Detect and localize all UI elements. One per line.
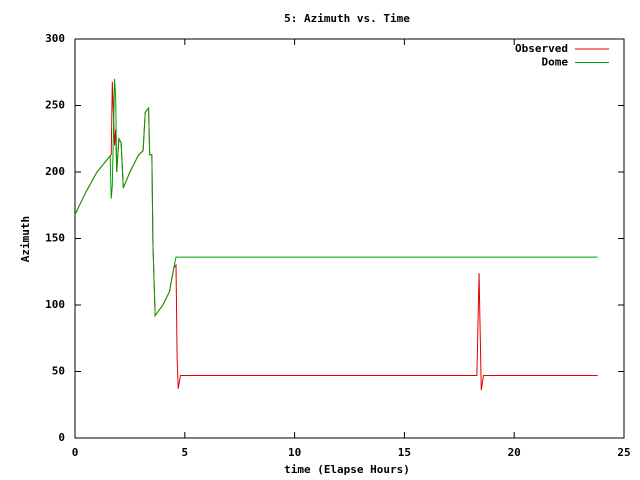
x-tick-label: 20: [508, 446, 521, 459]
y-axis-label: Azimuth: [19, 216, 32, 262]
y-tick-label: 150: [45, 232, 65, 245]
y-tick-label: 0: [58, 431, 65, 444]
series-line: [74, 78, 598, 318]
chart-title: 5: Azimuth vs. Time: [284, 12, 410, 25]
y-tick-label: 50: [52, 365, 65, 378]
x-tick-label: 5: [181, 446, 188, 459]
y-tick-label: 200: [45, 165, 65, 178]
y-tick-label: 100: [45, 298, 65, 311]
x-tick-label: 25: [617, 446, 630, 459]
legend-label: Observed: [515, 42, 568, 55]
x-tick-label: 0: [72, 446, 79, 459]
y-tick-label: 250: [45, 99, 65, 112]
y-tick-label: 300: [45, 32, 65, 45]
x-axis-label: time (Elapse Hours): [284, 463, 410, 476]
x-tick-label: 15: [398, 446, 411, 459]
x-tick-label: 10: [288, 446, 301, 459]
legend-label: Dome: [542, 56, 569, 69]
